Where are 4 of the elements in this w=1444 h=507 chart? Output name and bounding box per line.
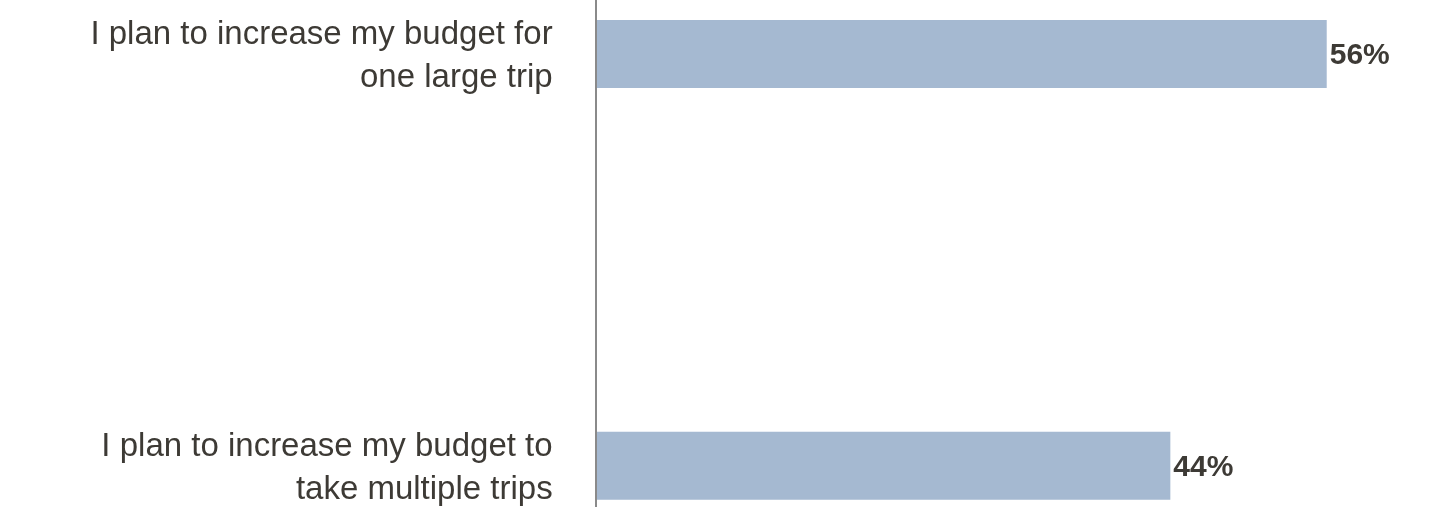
- y-tick-label: I plan to increase my budget to take multiple trips: [101, 425, 553, 506]
- data-label: 44%: [1173, 449, 1234, 483]
- data-label: 56%: [1329, 37, 1390, 71]
- y-tick-label: I plan to increase my budget for one large trip: [90, 14, 553, 94]
